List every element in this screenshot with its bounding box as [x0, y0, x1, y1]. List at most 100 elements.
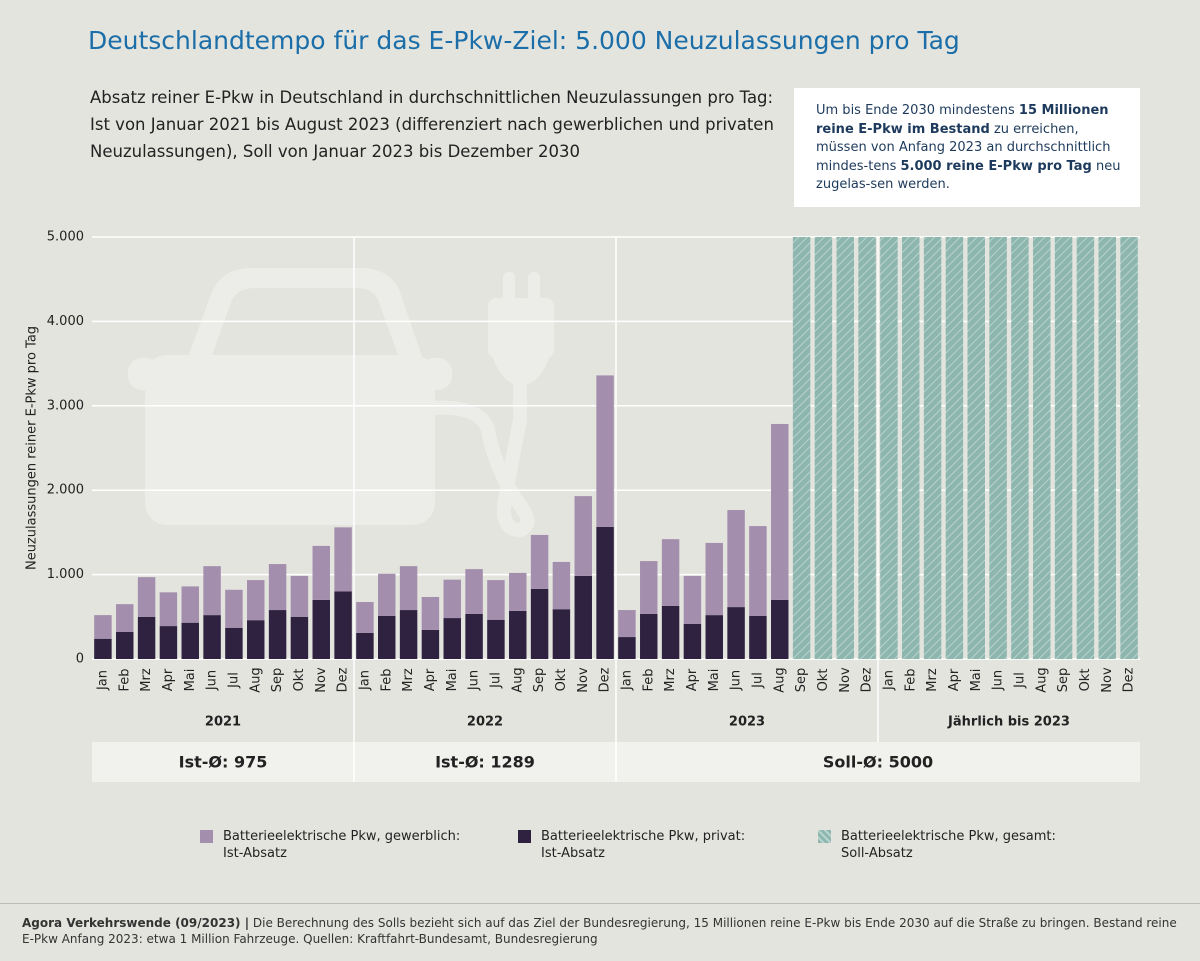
target-bar	[792, 237, 811, 659]
legend-item: Batterieelektrische Pkw, gewerblich: Ist…	[200, 828, 460, 862]
x-tick-label: Sep	[794, 668, 809, 693]
x-tick-label: Feb	[379, 668, 394, 691]
x-tick-label: Mrz	[139, 668, 154, 692]
bar	[683, 575, 702, 624]
y-tick-label: 0	[76, 652, 84, 667]
bar	[421, 596, 440, 630]
y-tick-label: 5.000	[47, 230, 84, 245]
group-label: 2023	[729, 715, 765, 730]
bar	[574, 575, 592, 659]
bar	[268, 610, 287, 659]
footnote-text: Agora Verkehrswende (09/2023) |	[22, 916, 250, 930]
x-tick-label: Jul	[750, 672, 765, 689]
chart-subtitle: Absatz reiner E-Pkw in Deutschland in du…	[90, 88, 774, 161]
bar	[530, 534, 549, 589]
x-tick-label: Jun	[991, 670, 1006, 691]
bar	[334, 527, 352, 592]
bar	[137, 577, 156, 617]
target-bar	[923, 237, 942, 659]
bar	[771, 599, 789, 659]
target-bar	[1098, 237, 1116, 659]
bar	[290, 575, 309, 617]
bar	[399, 566, 418, 611]
legend-label: Batterieelektrische Pkw, privat: Ist-Abs…	[541, 829, 746, 861]
target-bar	[814, 237, 833, 659]
bar	[203, 566, 221, 616]
chart-title: Deutschlandtempo für das E-Pkw-Ziel: 5.0…	[88, 26, 960, 55]
x-tick-label: Okt	[292, 669, 307, 692]
group-label: Jährlich bis 2023	[947, 715, 1070, 730]
bar	[94, 638, 112, 659]
bar	[116, 604, 134, 632]
x-tick-label: Aug	[1034, 667, 1049, 692]
bar	[159, 592, 178, 627]
bar	[618, 637, 636, 659]
x-tick-label: Jul	[226, 672, 241, 689]
target-bar	[1033, 237, 1051, 659]
bar	[705, 615, 723, 659]
bar	[552, 561, 571, 610]
bar	[137, 616, 156, 659]
bar	[399, 610, 418, 659]
x-tick-label: Sep	[532, 668, 547, 693]
target-bar	[1076, 237, 1095, 659]
x-tick-label: Okt	[1078, 669, 1093, 692]
legend-item: Batterieelektrische Pkw, gesamt: Soll-Ab…	[818, 828, 1056, 862]
x-tick-label: Nov	[838, 667, 853, 693]
bar	[596, 526, 614, 659]
bar	[683, 623, 702, 659]
bar	[247, 580, 265, 621]
x-tick-label: Jul	[1012, 672, 1027, 689]
x-tick-label: Dez	[860, 667, 875, 692]
x-tick-label: Dez	[598, 667, 613, 692]
x-tick-label: Mai	[445, 669, 460, 692]
target-bar	[902, 237, 920, 659]
bar	[290, 616, 309, 659]
bar	[552, 609, 571, 659]
bar	[443, 579, 461, 619]
bar	[596, 375, 614, 527]
bar	[509, 572, 527, 611]
x-tick-label: Aug	[772, 667, 787, 692]
y-tick-label: 1.000	[47, 567, 84, 582]
bar	[661, 539, 680, 606]
legend-swatch	[518, 830, 531, 843]
info-text: neu zugelas-sen werden.	[816, 158, 1121, 193]
x-tick-label: Jun	[205, 670, 220, 691]
x-tick-label: Mai	[183, 669, 198, 692]
legend-label: Batterieelektrische Pkw, gewerblich: Ist…	[223, 829, 461, 861]
bar	[465, 613, 483, 659]
group-label: 2021	[205, 715, 241, 730]
info-text: 15 Millionen reine E-Pkw im Bestand	[816, 103, 1109, 137]
x-tick-label: Okt	[816, 669, 831, 692]
info-box: Um bis Ende 2030 mindestens 15 Millionen…	[794, 88, 1140, 207]
bar	[378, 573, 396, 616]
bar	[247, 620, 265, 659]
x-tick-label: Jun	[729, 670, 744, 691]
bar	[640, 613, 658, 659]
legend-swatch	[818, 830, 831, 843]
x-tick-label: Jan	[881, 670, 896, 691]
legend-swatch	[200, 830, 213, 843]
bar	[574, 496, 592, 576]
x-tick-label: Feb	[903, 668, 918, 691]
info-text: Um bis Ende 2030 mindestens	[816, 103, 1019, 118]
bar	[94, 615, 112, 639]
bar	[312, 599, 330, 659]
bar	[487, 580, 505, 620]
bar	[509, 610, 527, 659]
x-tick-label: Apr	[947, 668, 962, 691]
bar	[465, 569, 483, 614]
bar	[661, 605, 680, 659]
footer-rule	[0, 903, 1200, 904]
x-tick-label: Mrz	[925, 668, 940, 692]
bar	[203, 615, 221, 659]
x-tick-label: Feb	[117, 668, 132, 691]
x-tick-label: Mai	[707, 669, 722, 692]
x-tick-label: Dez	[1122, 667, 1137, 692]
bar	[530, 588, 549, 659]
x-tick-label: Okt	[554, 669, 569, 692]
